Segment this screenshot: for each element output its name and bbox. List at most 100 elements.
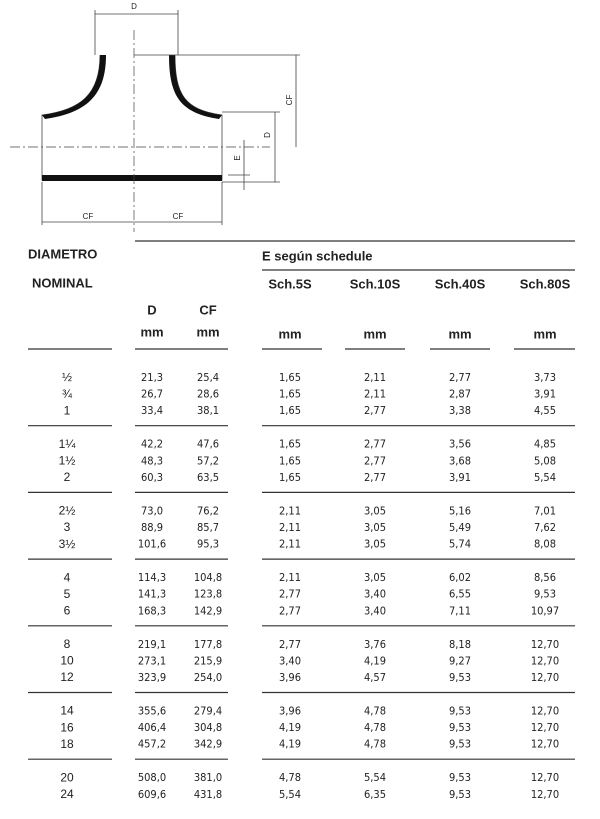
- cell: 9,53: [449, 738, 471, 751]
- unit-header: mm: [533, 326, 556, 341]
- cell: 142,9: [194, 604, 222, 617]
- cell: 8,08: [534, 538, 556, 551]
- cell: 123,8: [194, 588, 222, 601]
- cell: 3,05: [364, 504, 386, 517]
- cell: 10,97: [531, 604, 559, 617]
- cell: 3,91: [534, 388, 556, 401]
- cell: 12,70: [531, 671, 559, 684]
- cell: 95,3: [197, 538, 219, 551]
- nominal-size: 14: [60, 704, 74, 718]
- cell: 4,19: [364, 654, 386, 667]
- nominal-size: 18: [60, 737, 74, 751]
- unit-header: mm: [448, 326, 471, 341]
- cell: 12,70: [531, 788, 559, 801]
- dim-label: CF: [285, 95, 294, 106]
- cell: 12,70: [531, 654, 559, 667]
- cell: 609,6: [138, 788, 166, 801]
- cell: 9,53: [534, 588, 556, 601]
- cell: 5,49: [449, 521, 471, 534]
- cell: 1,65: [279, 404, 301, 417]
- cell: 9,53: [449, 771, 471, 784]
- cell: 2,77: [364, 404, 386, 417]
- cell: 1,65: [279, 438, 301, 451]
- cell: 2,11: [279, 571, 301, 584]
- nominal-size: 6: [64, 603, 71, 617]
- cell: 273,1: [138, 654, 166, 667]
- cell: 177,8: [194, 638, 222, 651]
- cell: 2,11: [279, 504, 301, 517]
- dim-label: CF: [83, 212, 94, 221]
- cell: 6,55: [449, 588, 471, 601]
- cell: 3,73: [534, 371, 556, 384]
- cell: 4,19: [279, 721, 301, 734]
- cell: 4,78: [364, 738, 386, 751]
- cell: 73,0: [141, 504, 163, 517]
- cell: 3,76: [364, 638, 386, 651]
- cell: 3,56: [449, 438, 471, 451]
- cell: 3,05: [364, 538, 386, 551]
- cell: 431,8: [194, 788, 222, 801]
- cell: 85,7: [197, 521, 219, 534]
- unit-header: mm: [363, 326, 386, 341]
- nominal-size: ½: [62, 370, 72, 384]
- cell: 219,1: [138, 638, 166, 651]
- cell: 1,65: [279, 454, 301, 467]
- header: DIAMETRO: [28, 246, 97, 261]
- nominal-size: 1½: [59, 453, 76, 467]
- cell: 5,74: [449, 538, 471, 551]
- cell: 12,70: [531, 771, 559, 784]
- cell: 215,9: [194, 654, 222, 667]
- cell: 4,78: [279, 771, 301, 784]
- tee-wall: [42, 175, 222, 181]
- nominal-size: 2: [64, 470, 71, 484]
- cell: 3,05: [364, 571, 386, 584]
- tee-outline: [41, 54, 223, 181]
- cell: 5,08: [534, 454, 556, 467]
- cell: 6,02: [449, 571, 471, 584]
- cell: 21,3: [141, 371, 163, 384]
- cell: 508,0: [138, 771, 166, 784]
- header: NOMINAL: [32, 275, 93, 290]
- cell: 2,87: [449, 388, 471, 401]
- cell: 355,6: [138, 705, 166, 718]
- cell: 57,2: [197, 454, 219, 467]
- cell: 7,11: [449, 604, 471, 617]
- nominal-size: 2½: [59, 504, 76, 518]
- cell: 2,77: [364, 438, 386, 451]
- cell: 60,3: [141, 471, 163, 484]
- schedule-header: Sch.10S: [350, 276, 401, 291]
- nominal-size: 16: [60, 720, 74, 734]
- cell: 2,77: [364, 454, 386, 467]
- cell: 4,78: [364, 721, 386, 734]
- cell: 4,85: [534, 438, 556, 451]
- cell: 406,4: [138, 721, 166, 734]
- nominal-size: 24: [60, 787, 74, 801]
- unit-header: mm: [278, 326, 301, 341]
- cell: 1,65: [279, 388, 301, 401]
- schedule-header: Sch.80S: [520, 276, 571, 291]
- cell: 12,70: [531, 721, 559, 734]
- header: CF: [199, 302, 216, 317]
- nominal-size: 5: [64, 587, 71, 601]
- cell: 63,5: [197, 471, 219, 484]
- cell: 3,96: [279, 671, 301, 684]
- cell: 2,11: [279, 521, 301, 534]
- cell: 2,77: [449, 371, 471, 384]
- cell: 3,91: [449, 471, 471, 484]
- cell: 3,40: [364, 588, 386, 601]
- cell: 114,3: [138, 571, 166, 584]
- tee-wall: [42, 55, 106, 119]
- cell: 1,65: [279, 471, 301, 484]
- nominal-size: 12: [60, 670, 74, 684]
- nominal-size: 4: [64, 570, 71, 584]
- cell: 3,05: [364, 521, 386, 534]
- cell: 3,40: [279, 654, 301, 667]
- cell: 254,0: [194, 671, 222, 684]
- cell: 4,78: [364, 705, 386, 718]
- cell: 33,4: [141, 404, 163, 417]
- cell: 5,54: [534, 471, 556, 484]
- cell: 2,77: [279, 638, 301, 651]
- schedule-header: Sch.40S: [435, 276, 486, 291]
- nominal-size: 1: [64, 403, 71, 417]
